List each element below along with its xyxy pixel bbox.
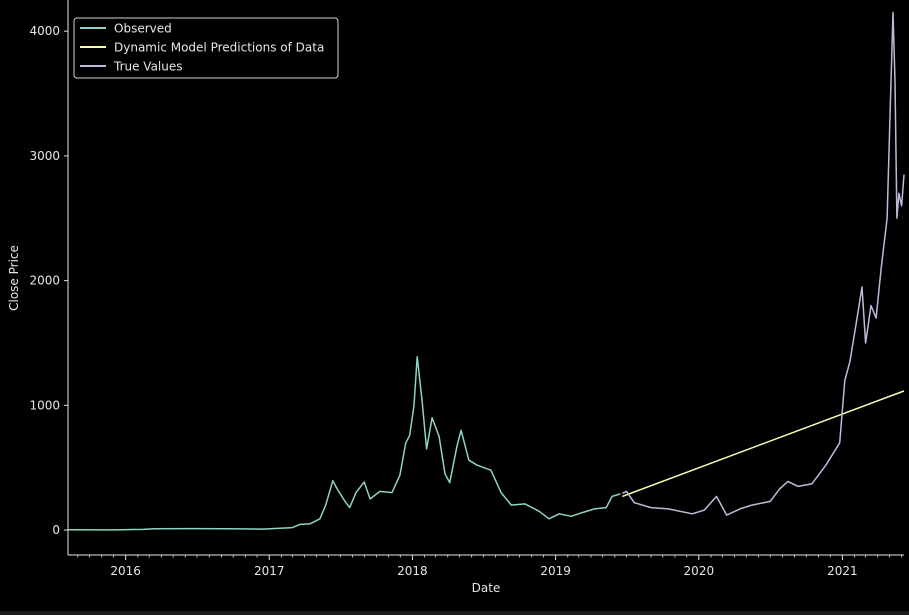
plot-area xyxy=(68,0,904,555)
legend-label: Dynamic Model Predictions of Data xyxy=(114,41,324,55)
x-tick-label: 2018 xyxy=(397,564,428,578)
series-line-1 xyxy=(67,355,621,531)
x-tick-label: 2020 xyxy=(684,564,715,578)
x-tick-label: 2019 xyxy=(540,564,571,578)
y-tick-label: 2000 xyxy=(29,274,60,288)
legend-label: True Values xyxy=(113,60,183,74)
x-tick-label: 2017 xyxy=(254,564,285,578)
y-tick-label: 4000 xyxy=(29,24,60,38)
y-tick-label: 1000 xyxy=(29,398,60,412)
series-line-2 xyxy=(622,390,905,498)
legend-frame xyxy=(73,17,339,79)
x-tick-label: 2021 xyxy=(827,564,858,578)
legend-label: Observed xyxy=(114,22,172,36)
y-tick-label: 0 xyxy=(52,523,60,537)
y-axis-label: Close Price xyxy=(7,245,21,311)
legend: Observed Dynamic Model Predictions of Dat… xyxy=(73,17,339,79)
x-tick-label: 2016 xyxy=(110,564,141,578)
series-line-3 xyxy=(621,11,905,516)
x-axis-label: Date xyxy=(472,581,501,595)
y-tick-label: 3000 xyxy=(29,149,60,163)
